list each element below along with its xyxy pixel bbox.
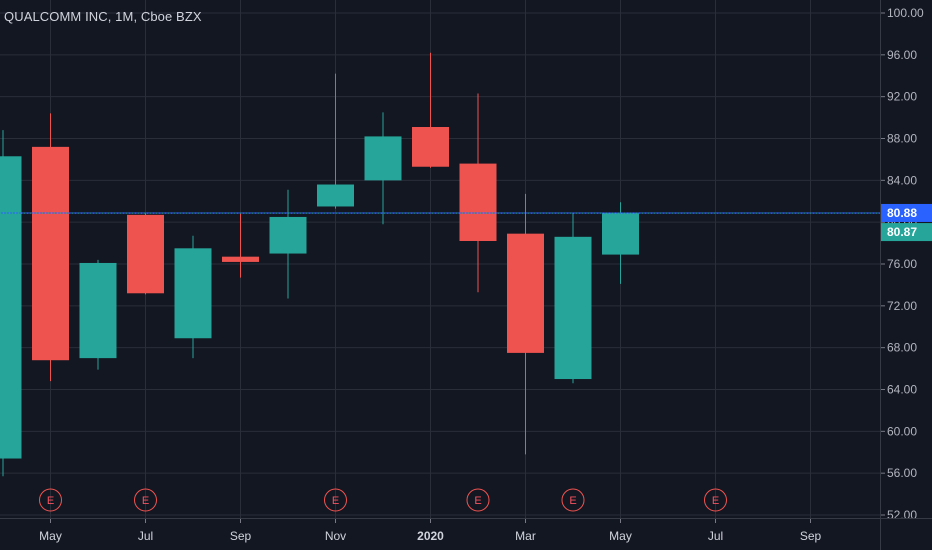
earnings-marker-label: E: [142, 495, 149, 507]
candle[interactable]: [222, 213, 259, 278]
time-axis[interactable]: May Jul Sep Nov 2020 Mar May Jul Sep: [0, 518, 932, 543]
y-tick-label: 56.00: [887, 466, 917, 480]
x-tick-label: Jul: [138, 529, 153, 543]
candle-body: [222, 256, 259, 262]
earnings-marker-label: E: [474, 495, 481, 507]
earnings-marker-circle: [134, 488, 157, 512]
y-tick-label: 72.00: [887, 299, 917, 313]
candle-body: [554, 236, 592, 380]
y-tick-label: 88.00: [887, 132, 917, 146]
earnings-marker-label: E: [47, 495, 54, 507]
earnings-marker[interactable]: E: [704, 488, 727, 512]
candle[interactable]: [602, 202, 639, 284]
earnings-marker[interactable]: E: [324, 488, 347, 512]
candle[interactable]: [554, 212, 592, 384]
x-tick-label: 2020: [417, 529, 444, 543]
price-tag-label: 80.88: [887, 206, 917, 220]
candle-body: [79, 262, 117, 359]
earnings-marker[interactable]: E: [466, 488, 490, 512]
x-tick-label: Jul: [708, 529, 723, 543]
y-tick-label: 64.00: [887, 383, 917, 397]
candle[interactable]: [412, 52, 449, 168]
x-tick-label: Mar: [515, 529, 536, 543]
candle-body: [127, 214, 164, 294]
last-price-tag: [881, 223, 932, 242]
x-tick-label: May: [609, 529, 632, 543]
current-price-tag: [881, 203, 932, 222]
x-tick-label: Sep: [230, 529, 252, 543]
candle-body: [507, 233, 544, 353]
candle-layer: [0, 52, 639, 477]
earnings-marker[interactable]: E: [39, 488, 62, 512]
earnings-marker-circle: [39, 488, 62, 512]
y-tick-label: 100.00: [887, 6, 924, 20]
earnings-marker-label: E: [712, 495, 719, 507]
candle-body: [269, 216, 307, 254]
candle-body: [174, 248, 212, 339]
earnings-marker-circle: [324, 488, 347, 512]
earnings-marker-circle: [466, 488, 490, 512]
candle-body: [32, 146, 69, 361]
candle[interactable]: [269, 189, 307, 299]
x-tick-label: May: [39, 529, 62, 543]
chart-title: QUALCOMM INC, 1M, Cboe BZX: [4, 9, 202, 24]
candle[interactable]: [79, 259, 117, 370]
candle[interactable]: [0, 130, 22, 477]
candle[interactable]: [459, 93, 497, 293]
candle-body: [602, 212, 639, 255]
earnings-marker[interactable]: E: [561, 488, 585, 512]
earnings-marker-circle: [704, 488, 727, 512]
candle[interactable]: [174, 235, 212, 359]
candle[interactable]: [317, 73, 354, 209]
y-tick-label: 52.00: [887, 508, 917, 522]
earnings-marker-circle: [561, 488, 585, 512]
y-tick-label: 68.00: [887, 341, 917, 355]
y-tick-label: 84.00: [887, 173, 917, 187]
earnings-marker-label: E: [569, 495, 576, 507]
candle-body: [364, 136, 402, 181]
x-tick-label: Nov: [325, 529, 346, 543]
y-tick-label: 96.00: [887, 48, 917, 62]
x-tick-label: Sep: [800, 529, 822, 543]
candle-body: [412, 126, 449, 167]
candle[interactable]: [364, 112, 402, 225]
y-tick-label: 60.00: [887, 424, 917, 438]
candle-body: [459, 163, 497, 241]
candle[interactable]: [507, 193, 544, 455]
candle-body: [0, 156, 22, 459]
earnings-marker-label: E: [332, 495, 339, 507]
y-tick-label: 92.00: [887, 90, 917, 104]
price-tag-label: 80.87: [887, 225, 917, 239]
earnings-marker[interactable]: E: [134, 488, 157, 512]
candle[interactable]: [32, 113, 69, 382]
y-tick-label: 76.00: [887, 257, 917, 271]
price-axis[interactable]: 52.0056.0060.0064.0068.0072.0076.0080.00…: [880, 0, 932, 550]
candle-body: [317, 184, 354, 207]
candle[interactable]: [127, 212, 164, 295]
